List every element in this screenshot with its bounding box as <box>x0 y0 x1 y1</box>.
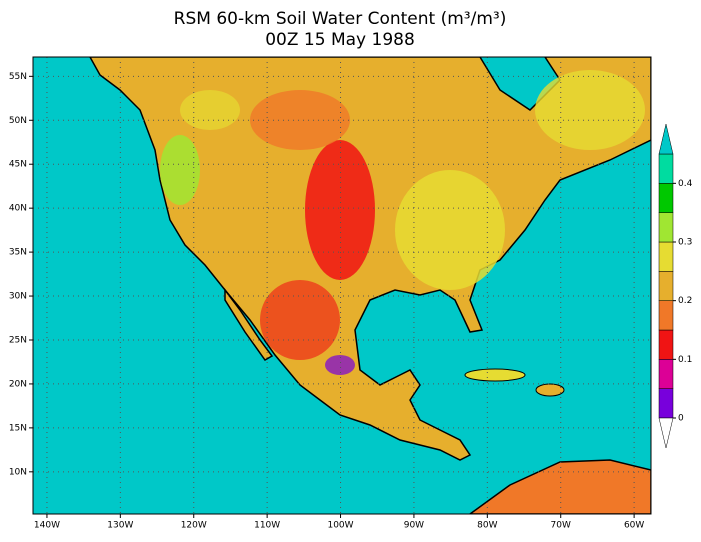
colorbar-band <box>658 300 674 331</box>
colorbar-band <box>658 212 674 243</box>
y-tick-label: 15N <box>9 423 27 433</box>
colorbar-band <box>658 153 674 184</box>
y-tick-label: 30N <box>9 292 27 302</box>
colorbar-tick-label: 0.1 <box>678 355 692 365</box>
colorbar-over <box>658 123 674 155</box>
x-tick-label: 120W <box>181 521 207 531</box>
colorbar-tick-label: 0.4 <box>678 179 693 189</box>
colorbar-band <box>658 388 674 419</box>
region <box>250 90 350 150</box>
y-tick-label: 35N <box>9 248 27 258</box>
x-tick-label: 100W <box>327 521 353 531</box>
x-tick-label: 60W <box>624 521 644 531</box>
region <box>260 280 340 360</box>
cuba <box>464 368 526 382</box>
y-tick-label: 20N <box>9 379 27 389</box>
x-tick-label: 90W <box>404 521 424 531</box>
colorbar-band <box>658 271 674 301</box>
frame <box>32 56 652 515</box>
region <box>305 140 375 280</box>
x-tick-label: 140W <box>34 521 60 531</box>
colorbar-band <box>658 359 674 389</box>
baja <box>224 287 274 361</box>
region <box>395 170 505 290</box>
colorbar-under <box>658 417 674 449</box>
x-tick-label: 70W <box>551 521 571 531</box>
y-tick-label: 40N <box>9 204 27 214</box>
hispaniola <box>535 383 565 397</box>
colorbar-tick-label: 0 <box>678 414 684 424</box>
y-tick-label: 45N <box>9 160 27 170</box>
subtitle: 00Z 15 May 1988 <box>265 30 415 50</box>
colorbar-band <box>658 241 674 272</box>
colorbar-tick-label: 0.3 <box>678 238 692 248</box>
x-tick-label: 80W <box>477 521 497 531</box>
region <box>160 135 200 205</box>
north-america <box>89 57 651 461</box>
region <box>180 90 240 130</box>
region <box>535 70 645 150</box>
title: RSM 60-km Soil Water Content (m³/m³) <box>174 9 507 29</box>
colorbar-band <box>658 329 674 360</box>
y-tick-label: 10N <box>9 467 27 477</box>
colorbar-tick-label: 0.2 <box>678 296 692 306</box>
x-tick-label: 130W <box>107 521 133 531</box>
region <box>325 355 355 375</box>
y-tick-label: 50N <box>9 116 27 126</box>
y-tick-label: 55N <box>9 72 27 82</box>
x-tick-label: 110W <box>254 521 280 531</box>
y-tick-label: 25N <box>9 335 27 345</box>
land <box>89 57 651 514</box>
colorbar-band <box>658 183 674 213</box>
grid <box>33 57 651 514</box>
